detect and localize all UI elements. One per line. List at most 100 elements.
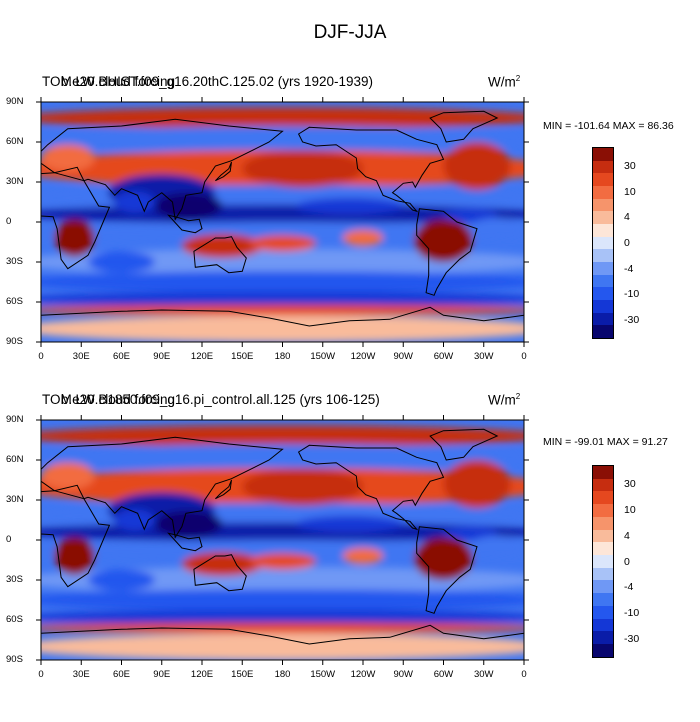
colorbar-swatch: [593, 644, 613, 657]
panel-case: b.e20.B1850.f09_g16.pi_control.all.125 (…: [60, 392, 380, 407]
lat-tick-label: 0: [6, 534, 12, 545]
lon-tick-label: 60E: [113, 351, 130, 362]
field-layer: [41, 102, 524, 342]
contour-map: [36, 97, 529, 347]
indonesia-coast: [167, 214, 203, 234]
min-max-label: MIN = -99.01 MAX = 91.27: [543, 436, 668, 448]
lat-tick-label: 90S: [6, 654, 23, 665]
field-contour: [54, 219, 95, 257]
coastlines: [41, 428, 524, 660]
colorbar-swatch: [593, 491, 613, 505]
lon-tick-label: 0: [38, 351, 44, 362]
field-contour: [295, 198, 404, 214]
australia-coast: [193, 236, 247, 274]
colorbar-swatch: [593, 567, 613, 581]
field-contour: [242, 150, 363, 188]
field-contour: [473, 218, 522, 232]
field-contour: [342, 230, 384, 246]
colorbar-swatch: [593, 466, 613, 479]
field-contour: [443, 526, 498, 540]
units-label: W/m2: [488, 74, 521, 90]
colorbar-swatch: [593, 529, 613, 543]
field-contour: [155, 192, 223, 220]
field-contour: [54, 537, 95, 575]
field-contour: [41, 144, 95, 172]
colorbar-label: 4: [624, 211, 630, 224]
field-contour: [181, 552, 263, 576]
field-contour: [248, 553, 317, 570]
field-contour: [41, 107, 524, 129]
field-contour: [87, 251, 156, 273]
eurasia-coast: [41, 436, 284, 539]
colorbar-swatch: [593, 605, 613, 619]
lat-tick-label: 90N: [6, 96, 24, 107]
lon-tick-label: 30E: [72, 669, 90, 680]
colorbar-swatch: [593, 198, 613, 212]
colorbar-label: 0: [624, 237, 630, 249]
north-america-coast: [297, 126, 445, 213]
lon-tick-label: 60W: [433, 669, 454, 680]
min-max-label: MIN = -101.64 MAX = 86.36: [543, 120, 674, 132]
colorbar-label: 4: [624, 529, 630, 542]
field-contour: [248, 235, 317, 252]
lon-tick-label: 180: [274, 351, 291, 362]
field-contour: [41, 462, 95, 490]
colorbar-swatch: [593, 478, 613, 492]
colorbar-label: 10: [624, 504, 636, 517]
field-layer: [41, 420, 524, 660]
field-contour: [41, 609, 524, 626]
japan-coast: [215, 161, 232, 182]
lon-tick-label: 150W: [310, 351, 336, 362]
colorbar-label: -30: [624, 632, 640, 645]
greenland-coast: [429, 428, 499, 461]
colorbar-swatch: [593, 236, 613, 250]
colorbar-label: -10: [624, 288, 640, 301]
field-contour: [41, 315, 524, 342]
north-america-coast: [297, 444, 445, 531]
contour-map: [36, 415, 529, 665]
field-contour: [443, 208, 498, 222]
lon-tick-label: 30E: [72, 351, 90, 362]
antarctica-coast: [41, 306, 524, 342]
colorbar-swatch: [593, 504, 613, 517]
lon-tick-label: 30W: [473, 669, 494, 680]
lon-tick-label: 90W: [393, 351, 414, 362]
lat-tick-label: 30S: [6, 574, 23, 585]
field-contour: [114, 509, 156, 531]
coastlines: [41, 110, 524, 342]
lon-tick-label: 0: [38, 669, 44, 680]
lon-tick-label: 90E: [153, 669, 171, 680]
colorbar-swatch: [593, 593, 613, 606]
africa-coast: [41, 172, 111, 270]
panel-title: TOM LW cloud forcing b.e20.B1850.f09_g16…: [42, 392, 380, 407]
field-contour: [41, 589, 524, 611]
colorbar-label: -4: [624, 262, 634, 275]
field-contour: [41, 291, 524, 308]
field-contour: [295, 516, 404, 532]
colorbar-swatch: [593, 148, 613, 161]
lat-tick-label: 30N: [6, 494, 24, 505]
lon-tick-label: 0: [521, 351, 527, 362]
field-contour: [41, 540, 524, 562]
colorbar: [592, 147, 614, 339]
lon-tick-label: 120W: [350, 669, 376, 680]
colorbar-swatch: [593, 618, 613, 632]
greenland-coast: [429, 110, 499, 143]
colorbar-label: -4: [624, 581, 634, 594]
colorbar-swatch: [593, 287, 613, 300]
lon-tick-label: 120W: [350, 351, 376, 362]
colorbar-label: 0: [624, 555, 630, 568]
lat-tick-label: 90N: [6, 414, 24, 425]
lon-tick-label: 120E: [190, 351, 214, 362]
panel-top: TOM LW cloud forcing b.e20.BHIST.f09_g16…: [0, 74, 700, 404]
colorbar-swatch: [593, 631, 613, 645]
field-contour: [41, 222, 524, 244]
colorbar-swatch: [593, 211, 613, 224]
lon-tick-label: 150W: [310, 669, 336, 680]
field-contour: [181, 234, 263, 258]
south-america-coast: [416, 526, 478, 614]
south-america-coast: [416, 208, 478, 296]
japan-coast: [215, 479, 232, 500]
panel-variable: TOM LW cloud forcing: [42, 392, 176, 407]
field-contour: [242, 468, 363, 506]
